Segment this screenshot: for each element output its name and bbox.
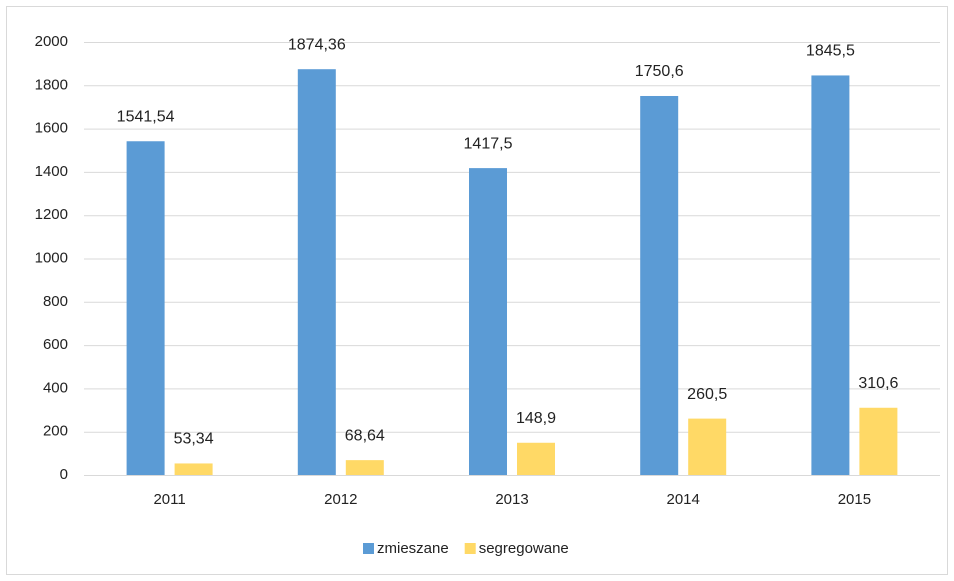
y-tick-label: 400 xyxy=(43,379,68,396)
data-label: 1417,5 xyxy=(464,135,513,152)
data-label: 1874,36 xyxy=(288,36,346,53)
x-tick-label: 2015 xyxy=(838,491,871,508)
data-label: 148,9 xyxy=(516,410,556,427)
x-tick-label: 2011 xyxy=(153,491,185,508)
bar xyxy=(688,418,727,475)
legend-swatch xyxy=(464,543,476,554)
y-tick-label: 2000 xyxy=(35,33,68,50)
y-tick-label: 1000 xyxy=(35,249,68,266)
y-tick-label: 1600 xyxy=(35,120,68,137)
y-tick-label: 1400 xyxy=(35,163,68,180)
data-label: 310,6 xyxy=(858,375,898,392)
data-label: 1541,54 xyxy=(117,108,175,125)
bar xyxy=(174,463,213,475)
bar xyxy=(126,141,165,475)
bar xyxy=(640,95,679,475)
y-tick-label: 1800 xyxy=(35,76,68,93)
bar xyxy=(859,407,898,475)
data-label: 1845,5 xyxy=(806,43,855,60)
bar xyxy=(811,75,850,475)
data-label: 1750,6 xyxy=(635,63,684,80)
y-tick-label: 0 xyxy=(60,466,68,483)
y-tick-label: 1200 xyxy=(35,206,68,223)
bar xyxy=(345,460,384,475)
x-tick-label: 2013 xyxy=(495,491,528,508)
legend-label: segregowane xyxy=(479,540,569,557)
y-tick-label: 800 xyxy=(43,293,68,310)
bar xyxy=(517,442,555,475)
data-label: 68,64 xyxy=(345,427,385,444)
data-label: 53,34 xyxy=(174,431,214,448)
x-tick-label: 2012 xyxy=(324,491,357,508)
y-tick-label: 200 xyxy=(43,423,68,440)
bar xyxy=(297,69,336,476)
bar xyxy=(469,168,507,475)
y-tick-label: 600 xyxy=(43,336,68,353)
data-label: 260,5 xyxy=(687,386,727,403)
legend-label: zmieszane xyxy=(377,540,449,557)
legend-swatch xyxy=(363,543,374,554)
x-tick-label: 2014 xyxy=(667,491,700,508)
